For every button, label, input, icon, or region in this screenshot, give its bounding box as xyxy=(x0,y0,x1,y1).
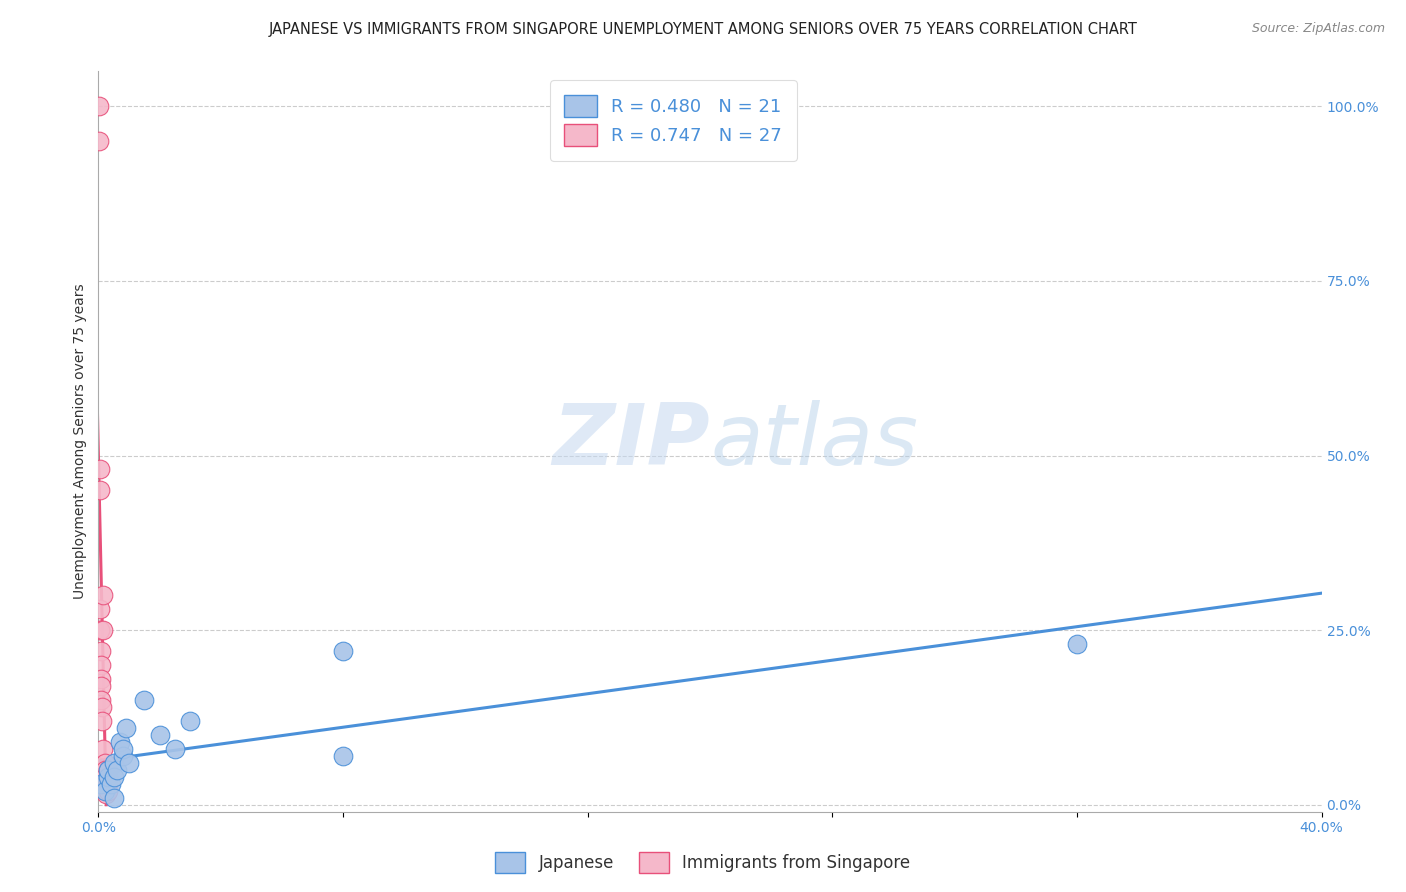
Point xyxy=(163,742,186,756)
Point xyxy=(97,763,120,777)
Point xyxy=(134,693,156,707)
Point xyxy=(118,756,141,770)
Point xyxy=(111,748,134,763)
Y-axis label: Unemployment Among Seniors over 75 years: Unemployment Among Seniors over 75 years xyxy=(73,284,87,599)
Point xyxy=(149,728,172,742)
Point xyxy=(115,721,138,735)
Point xyxy=(97,770,120,784)
Point xyxy=(90,693,112,707)
Text: atlas: atlas xyxy=(710,400,918,483)
Point xyxy=(103,770,125,784)
Point xyxy=(111,742,134,756)
Point xyxy=(103,790,125,805)
Point xyxy=(332,644,354,658)
Point xyxy=(91,700,114,714)
Point xyxy=(89,602,111,616)
Point xyxy=(100,777,122,791)
Point xyxy=(93,763,115,777)
Point xyxy=(89,623,111,637)
Point xyxy=(91,623,114,637)
Point xyxy=(97,770,120,784)
Point xyxy=(103,756,125,770)
Point xyxy=(90,679,112,693)
Text: ZIP: ZIP xyxy=(553,400,710,483)
Point xyxy=(94,787,117,801)
Point xyxy=(93,770,115,784)
Text: Source: ZipAtlas.com: Source: ZipAtlas.com xyxy=(1251,22,1385,36)
Point xyxy=(332,748,354,763)
Point xyxy=(93,784,115,798)
Point xyxy=(91,588,114,602)
Point xyxy=(90,777,112,791)
Point xyxy=(91,742,114,756)
Point xyxy=(93,784,115,798)
Point xyxy=(97,777,120,791)
Point xyxy=(89,623,111,637)
Point xyxy=(90,658,112,673)
Point xyxy=(89,99,111,113)
Point xyxy=(1066,637,1088,651)
Point xyxy=(90,672,112,686)
Point xyxy=(89,462,111,476)
Legend: Japanese, Immigrants from Singapore: Japanese, Immigrants from Singapore xyxy=(489,846,917,880)
Legend: R = 0.480   N = 21, R = 0.747   N = 27: R = 0.480 N = 21, R = 0.747 N = 27 xyxy=(550,80,797,161)
Point xyxy=(97,784,120,798)
Point xyxy=(105,763,128,777)
Point xyxy=(90,644,112,658)
Point xyxy=(108,735,131,749)
Point xyxy=(97,763,120,777)
Point xyxy=(179,714,201,728)
Point xyxy=(89,134,111,148)
Point xyxy=(93,756,115,770)
Point xyxy=(93,777,115,791)
Point xyxy=(91,714,114,728)
Text: JAPANESE VS IMMIGRANTS FROM SINGAPORE UNEMPLOYMENT AMONG SENIORS OVER 75 YEARS C: JAPANESE VS IMMIGRANTS FROM SINGAPORE UN… xyxy=(269,22,1137,37)
Point xyxy=(89,483,111,498)
